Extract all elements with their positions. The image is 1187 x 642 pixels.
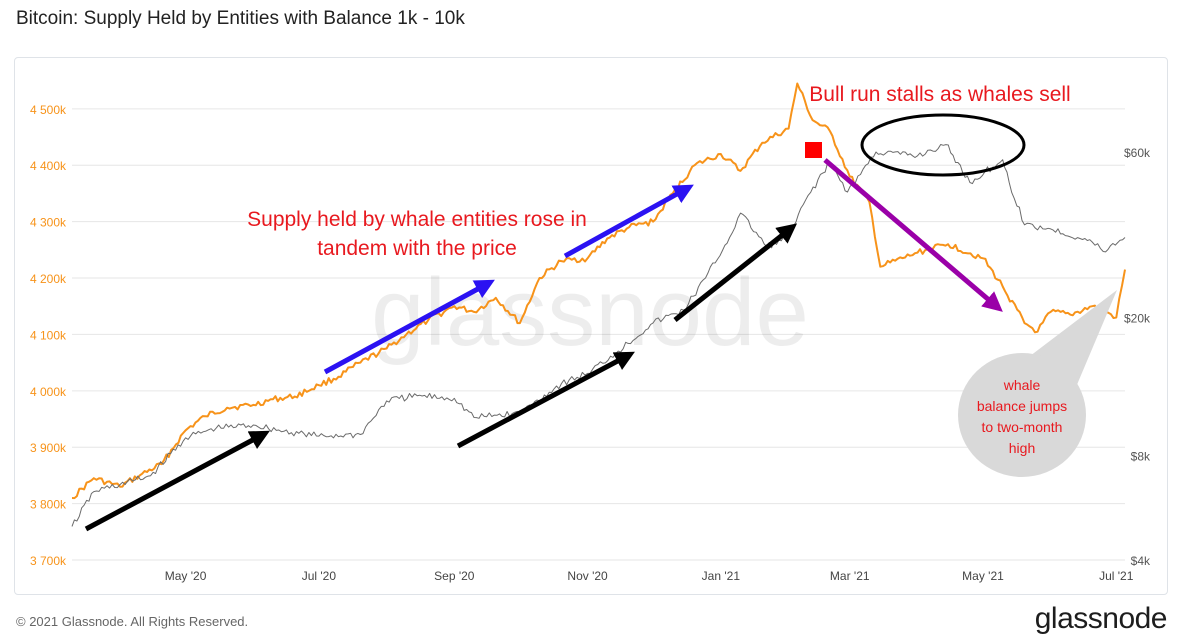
chart-title: Bitcoin: Supply Held by Entities with Ba… xyxy=(16,8,465,29)
y-right-tick-label: $4k xyxy=(1131,554,1151,568)
highlight-ellipse xyxy=(860,113,1026,177)
supply-series-line xyxy=(71,82,1126,500)
x-tick-label: Mar '21 xyxy=(830,569,870,583)
x-tick-label: May '20 xyxy=(165,569,207,583)
y-right-tick-label: $8k xyxy=(1131,450,1151,464)
black-arrow xyxy=(84,430,270,532)
callout-text-line: high xyxy=(1009,440,1035,456)
annotation-bull-run: Bull run stalls as whales sell xyxy=(809,83,1070,106)
copyright-text: © 2021 Glassnode. All Rights Reserved. xyxy=(16,614,249,629)
y-left-tick-label: 3 800k xyxy=(30,498,67,512)
callout-text-line: to two-month xyxy=(982,419,1063,435)
y-left-tick-label: 4 000k xyxy=(30,385,67,399)
y-left-tick-label: 4 100k xyxy=(30,328,67,342)
peak-marker xyxy=(805,142,822,158)
y-left-tick-label: 4 200k xyxy=(30,272,67,286)
x-tick-label: Jul '20 xyxy=(302,569,337,583)
x-tick-label: Sep '20 xyxy=(434,569,475,583)
callout-text-line: balance jumps xyxy=(977,398,1067,414)
x-tick-label: May '21 xyxy=(962,569,1004,583)
purple-arrow xyxy=(823,158,1003,312)
x-tick-label: Nov '20 xyxy=(567,569,608,583)
annotation-supply-rose-line: tandem with the price xyxy=(317,237,517,260)
brand-logo: glassnode xyxy=(1034,602,1168,635)
x-tick-label: Jan '21 xyxy=(702,569,741,583)
x-tick-label: Jul '21 xyxy=(1099,569,1134,583)
y-right-tick-label: $20k xyxy=(1124,312,1151,326)
y-axis-left: 3 700k 3 800k 3 900k 4 000k 4 100k 4 200k 4 30… xyxy=(30,103,67,568)
callout-text-line: whale xyxy=(1003,377,1041,393)
black-arrow xyxy=(673,223,798,322)
series-layer xyxy=(71,82,1126,527)
annotation-layer: Bull run stalls as whales sell Supply hel… xyxy=(84,83,1117,532)
y-right-tick-label: $60k xyxy=(1124,146,1151,160)
y-left-tick-label: 4 300k xyxy=(30,216,67,230)
y-left-tick-label: 3 700k xyxy=(30,554,67,568)
y-axis-right: $4k $8k $20k $60k xyxy=(1124,146,1151,568)
grid-layer xyxy=(72,108,1125,561)
y-left-tick-label: 3 900k xyxy=(30,441,67,455)
blue-arrow xyxy=(323,279,495,375)
chart-panel xyxy=(14,57,1168,595)
callout-bubble xyxy=(958,353,1086,477)
y-left-tick-label: 4 400k xyxy=(30,159,67,173)
x-axis: May '20 Jul '20 Sep '20 Nov '20 Jan '21 Mar '… xyxy=(165,569,1134,583)
annotation-supply-rose-line: Supply held by whale entities rose in xyxy=(247,208,587,231)
black-arrow xyxy=(456,351,635,449)
blue-arrow xyxy=(563,184,694,259)
y-left-tick-label: 4 500k xyxy=(30,103,67,117)
price-series-line xyxy=(71,144,1126,527)
